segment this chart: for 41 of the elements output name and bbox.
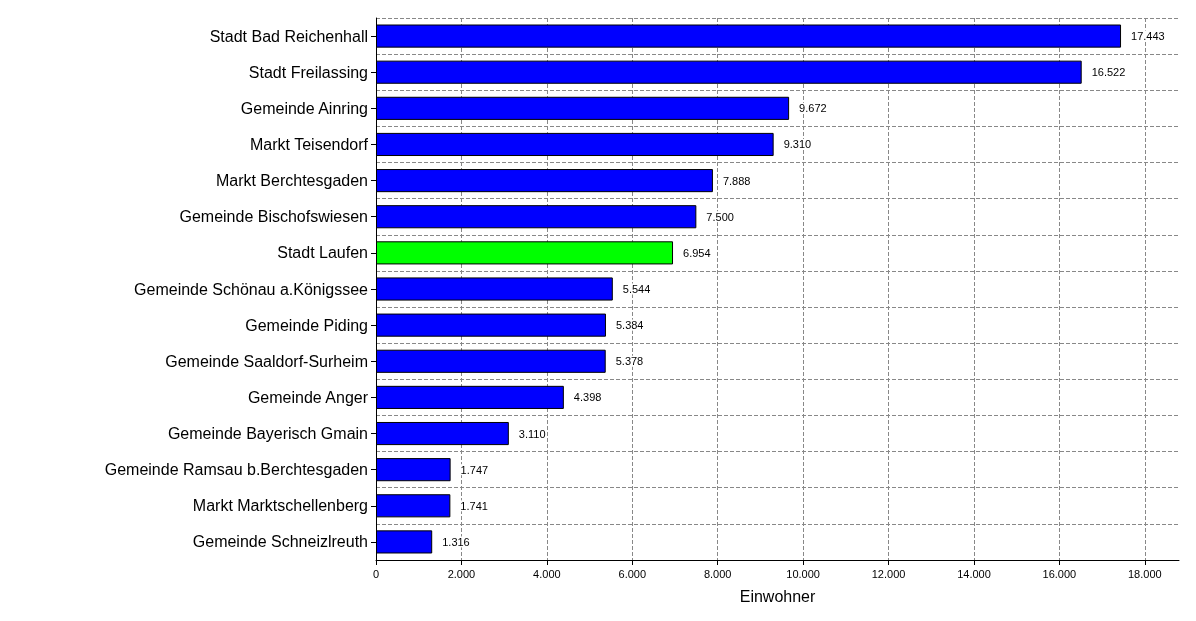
data-label: 1.741	[460, 499, 488, 512]
x-tick-label: 8.000	[703, 567, 732, 580]
y-tick-label: Stadt Freilassing	[248, 63, 368, 81]
x-tick-label: 16.000	[1042, 567, 1077, 580]
data-label: 1.747	[460, 463, 489, 476]
y-tick-label: Gemeinde Bischofswiesen	[179, 208, 368, 226]
data-label: 6.954	[683, 246, 711, 259]
x-tick-label: 2.000	[447, 567, 476, 580]
y-tick-label: Gemeinde Bayerisch Gmain	[167, 425, 368, 443]
data-label: 1.316	[442, 535, 470, 548]
x-axis-title: Einwohner	[739, 587, 816, 605]
y-tick-label: Gemeinde Schönau a.Königssee	[134, 280, 369, 298]
y-tick-label: Stadt Laufen	[277, 244, 368, 262]
data-label: 7.888	[722, 174, 751, 187]
x-tick-label: 6.000	[618, 567, 647, 580]
y-tick-label: Gemeinde Ainring	[240, 99, 368, 117]
x-tick-label: 0	[372, 567, 380, 580]
y-tick-label: Markt Teisendorf	[250, 135, 369, 153]
y-tick-label: Gemeinde Anger	[247, 388, 369, 406]
data-label: 4.398	[573, 391, 602, 404]
data-label: 9.672	[799, 102, 827, 115]
data-label: 5.544	[622, 283, 651, 295]
y-tick-label: Gemeinde Piding	[245, 316, 368, 334]
y-tick-label: Markt Marktschellenberg	[192, 497, 368, 515]
y-tick-label: Gemeinde Saaldorf-Surheim	[165, 352, 368, 370]
data-label: 5.378	[615, 355, 644, 368]
x-tick-label: 14.000	[957, 567, 991, 580]
data-label: 16.522	[1091, 66, 1126, 79]
data-label: 3.110	[518, 427, 546, 440]
y-tick-label: Gemeinde Ramsau b.Berchtesgaden	[104, 461, 368, 479]
y-tick-label: Stadt Bad Reichenhall	[209, 27, 368, 45]
data-label: 9.310	[783, 138, 812, 151]
data-label: 5.384	[615, 319, 644, 332]
data-label: 17.443	[1131, 30, 1165, 43]
y-tick-label: Markt Berchtesgaden	[215, 172, 368, 190]
x-tick-label: 4.000	[533, 567, 561, 580]
y-tick-label: Gemeinde Schneizlreuth	[192, 533, 368, 551]
x-tick-label: 18.000	[1128, 567, 1162, 580]
x-tick-label: 10.000	[786, 567, 820, 580]
data-label: 7.500	[706, 210, 734, 223]
x-tick-label: 12.000	[871, 567, 906, 580]
